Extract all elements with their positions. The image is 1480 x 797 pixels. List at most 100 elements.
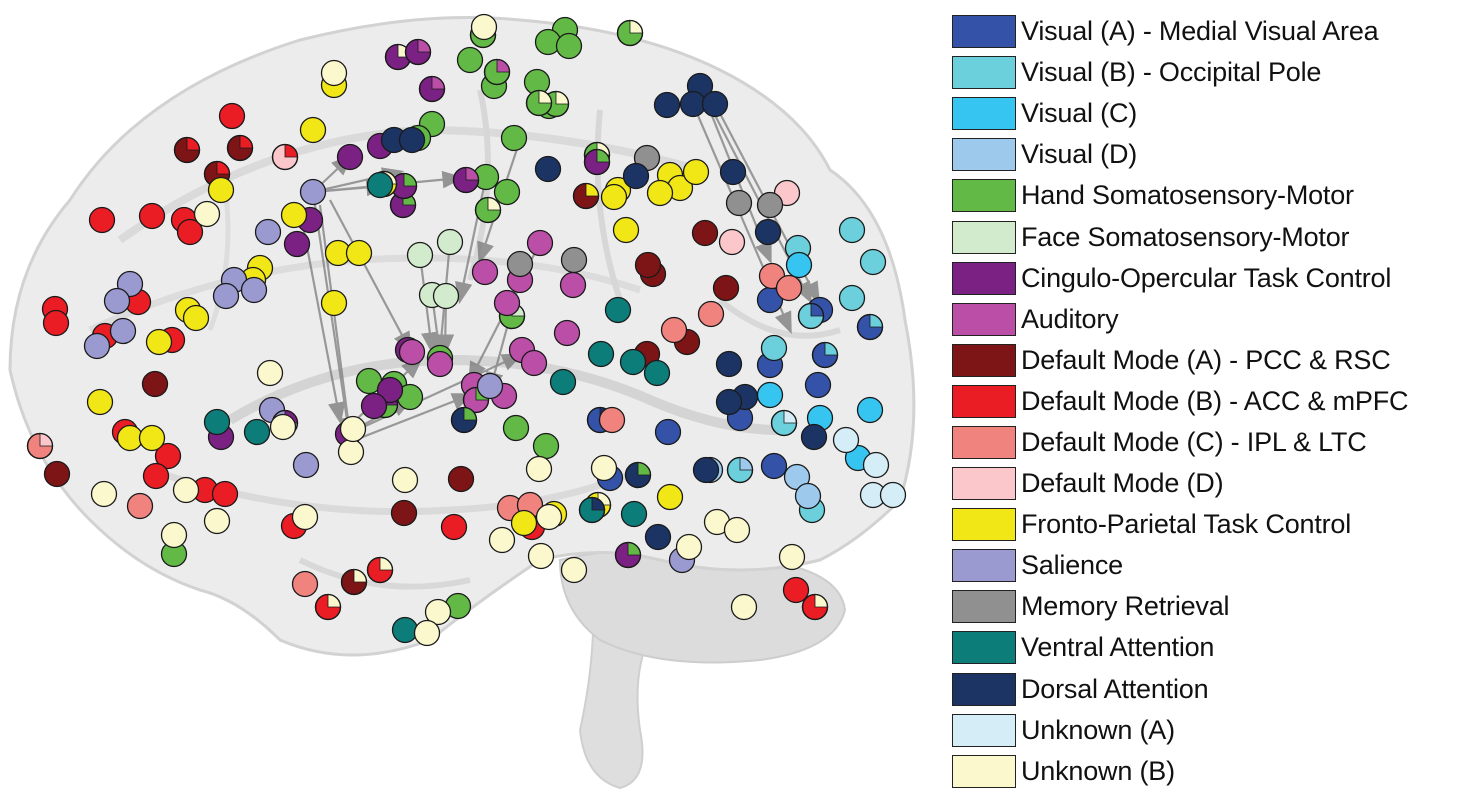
network-node	[299, 178, 327, 206]
network-node	[211, 480, 239, 508]
legend-item-auditory: Auditory	[952, 299, 1472, 340]
network-node	[103, 287, 131, 315]
network-node	[598, 406, 626, 434]
network-node	[456, 46, 484, 74]
legend-item-visual-c: Visual (C)	[952, 93, 1472, 134]
legend-swatch	[952, 425, 1016, 459]
connection-edge	[311, 191, 357, 445]
network-node	[604, 296, 632, 324]
legend-item-dorsal-attention: Dorsal Attention	[952, 669, 1472, 710]
legend-item-face-motor: Face Somatosensory-Motor	[952, 216, 1472, 257]
legend-item-salience: Salience	[952, 545, 1472, 586]
network-node	[614, 541, 642, 569]
network-node	[555, 32, 583, 60]
legend-label: Default Mode (A) - PCC & RSC	[1021, 344, 1391, 375]
legend-swatch	[952, 754, 1016, 788]
legend-item-memory-retrieval: Memory Retrieval	[952, 586, 1472, 627]
network-node	[339, 415, 367, 443]
network-node	[862, 451, 890, 479]
connection-edge	[347, 353, 524, 435]
network-node	[654, 418, 682, 446]
legend-item-unknown-b: Unknown (B)	[952, 751, 1472, 792]
network-node	[418, 75, 446, 103]
network-node	[590, 454, 618, 482]
network-node	[398, 338, 426, 366]
network-node	[203, 408, 231, 436]
network-node	[83, 332, 111, 360]
network-node	[800, 423, 828, 451]
legend-item-default-mode-b: Default Mode (B) - ACC & mPFC	[952, 381, 1472, 422]
network-node	[483, 58, 511, 86]
network-node	[390, 499, 418, 527]
network-node	[436, 228, 464, 256]
legend-label: Face Somatosensory-Motor	[1021, 221, 1350, 252]
network-node	[622, 162, 650, 190]
network-node	[292, 451, 320, 479]
network-node	[587, 340, 615, 368]
network-nodes	[26, 13, 907, 647]
legend-label: Visual (C)	[1021, 98, 1138, 129]
legend: Visual (A) - Medial Visual Area Visual (…	[952, 11, 1472, 792]
legend-item-default-mode-d: Default Mode (D)	[952, 463, 1472, 504]
network-node	[616, 19, 644, 47]
network-node	[760, 452, 788, 480]
legend-swatch	[952, 261, 1016, 295]
network-node	[532, 432, 560, 460]
network-node	[424, 598, 452, 626]
legend-item-visual-b: Visual (B) - Occipital Pole	[952, 52, 1472, 93]
network-node	[560, 246, 588, 274]
legend-label: Ventral Attention	[1021, 632, 1215, 663]
network-node	[172, 476, 200, 504]
network-node	[718, 228, 746, 256]
network-node	[612, 216, 640, 244]
network-node	[126, 492, 154, 520]
network-node	[775, 274, 803, 302]
legend-swatch	[952, 508, 1016, 542]
network-node	[376, 376, 404, 404]
network-node	[778, 543, 806, 571]
network-node	[692, 456, 720, 484]
network-node	[500, 124, 528, 152]
legend-item-visual-d: Visual (D)	[952, 134, 1472, 175]
network-node	[804, 371, 832, 399]
network-node	[730, 593, 758, 621]
legend-label: Unknown (A)	[1021, 714, 1175, 745]
network-node	[256, 359, 284, 387]
network-node	[856, 396, 884, 424]
network-node	[726, 456, 754, 484]
network-node	[271, 143, 299, 171]
network-node	[719, 158, 747, 186]
legend-label: Default Mode (B) - ACC & mPFC	[1021, 385, 1409, 416]
network-node	[26, 432, 54, 460]
network-node	[90, 480, 118, 508]
legend-item-ventral-attention: Ventral Attention	[952, 627, 1472, 668]
legend-item-cingulo-opercular: Cingulo-Opercular Task Control	[952, 258, 1472, 299]
legend-swatch	[952, 467, 1016, 501]
network-node	[447, 465, 475, 493]
network-node	[756, 381, 784, 409]
legend-item-fronto-parietal: Fronto-Parietal Task Control	[952, 504, 1472, 545]
legend-swatch	[952, 384, 1016, 418]
network-node	[525, 455, 553, 483]
network-node	[527, 542, 555, 570]
network-node	[572, 182, 600, 210]
legend-item-hand-motor: Hand Somatosensory-Motor	[952, 175, 1472, 216]
network-node	[701, 90, 729, 118]
legend-label: Dorsal Attention	[1021, 673, 1209, 704]
network-node	[643, 359, 671, 387]
legend-label: Hand Somatosensory-Motor	[1021, 180, 1354, 211]
network-node	[314, 593, 342, 621]
network-node	[193, 200, 221, 228]
legend-label: Visual (B) - Occipital Pole	[1021, 57, 1322, 88]
network-node	[254, 218, 282, 246]
network-node	[426, 350, 454, 378]
connection-edge	[354, 393, 475, 442]
network-node	[715, 350, 743, 378]
network-node	[116, 424, 144, 452]
network-node	[345, 239, 373, 267]
network-node	[138, 424, 166, 452]
network-node	[526, 229, 554, 257]
network-node	[600, 183, 628, 211]
network-node	[320, 59, 348, 87]
network-node	[760, 334, 788, 362]
